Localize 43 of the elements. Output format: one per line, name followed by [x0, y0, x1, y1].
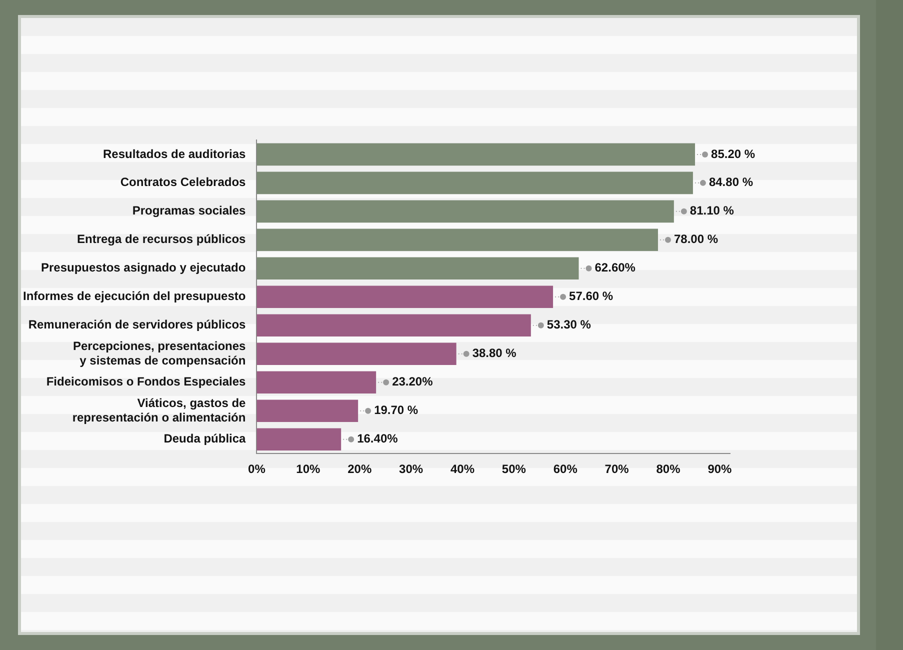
- data-label: 84.80 %: [708, 175, 754, 190]
- data-label: 53.30 %: [546, 318, 592, 332]
- x-tick-label: 10%: [296, 462, 320, 476]
- y-tick-label: Programas sociales: [132, 204, 246, 218]
- y-tick-label: Remuneración de servidores públicos: [28, 318, 246, 332]
- bar: [256, 257, 579, 280]
- x-tick-label: 60%: [553, 462, 578, 476]
- y-tick-label: Contratos Celebrados: [120, 175, 246, 190]
- bar: [256, 371, 376, 394]
- x-tick-label: 90%: [708, 462, 732, 476]
- data-label: 85.20 %: [711, 146, 756, 161]
- data-label: 81.10 %: [690, 204, 734, 218]
- y-tick-label: Percepciones, presentaciones y sistemas de compensación: [72, 338, 246, 368]
- x-tick-label: 70%: [604, 462, 630, 476]
- y-tick-label: Deuda pública: [164, 432, 246, 446]
- bar: [256, 314, 531, 337]
- data-label: 16.40%: [357, 432, 398, 446]
- bar: [256, 228, 658, 252]
- x-tick-label: 40%: [450, 462, 475, 476]
- y-tick-label: Informes de ejecución del presupuesto: [22, 289, 246, 304]
- data-label: 62.60%: [594, 260, 636, 275]
- x-tick-label: 80%: [656, 462, 681, 476]
- bar: [256, 143, 696, 166]
- bar: [256, 428, 342, 450]
- data-label: 38.80 %: [472, 346, 517, 360]
- x-tick-label: 50%: [502, 462, 526, 476]
- data-label: 19.70 %: [374, 403, 418, 418]
- y-tick-label: Viáticos, gastos de representación o alimentación: [72, 396, 246, 424]
- y-tick-label: Presupuestos asignado y ejecutado: [40, 260, 246, 275]
- bar: [256, 400, 358, 422]
- data-label: 57.60 %: [569, 289, 614, 304]
- x-tick-label: 30%: [399, 462, 424, 476]
- data-label: 78.00 %: [674, 232, 718, 246]
- x-tick-label: 0%: [248, 462, 266, 476]
- bar: [256, 200, 674, 223]
- y-tick-label: Resultados de auditorias: [103, 146, 246, 161]
- data-label: 23.20%: [392, 374, 434, 389]
- y-tick-label: Fideicomisos o Fondos Especiales: [46, 374, 246, 389]
- x-tick-label: 20%: [348, 462, 372, 476]
- bar: [256, 286, 554, 308]
- bar: [256, 342, 456, 366]
- y-tick-label: Entrega de recursos públicos: [77, 232, 246, 246]
- bar: [256, 172, 693, 194]
